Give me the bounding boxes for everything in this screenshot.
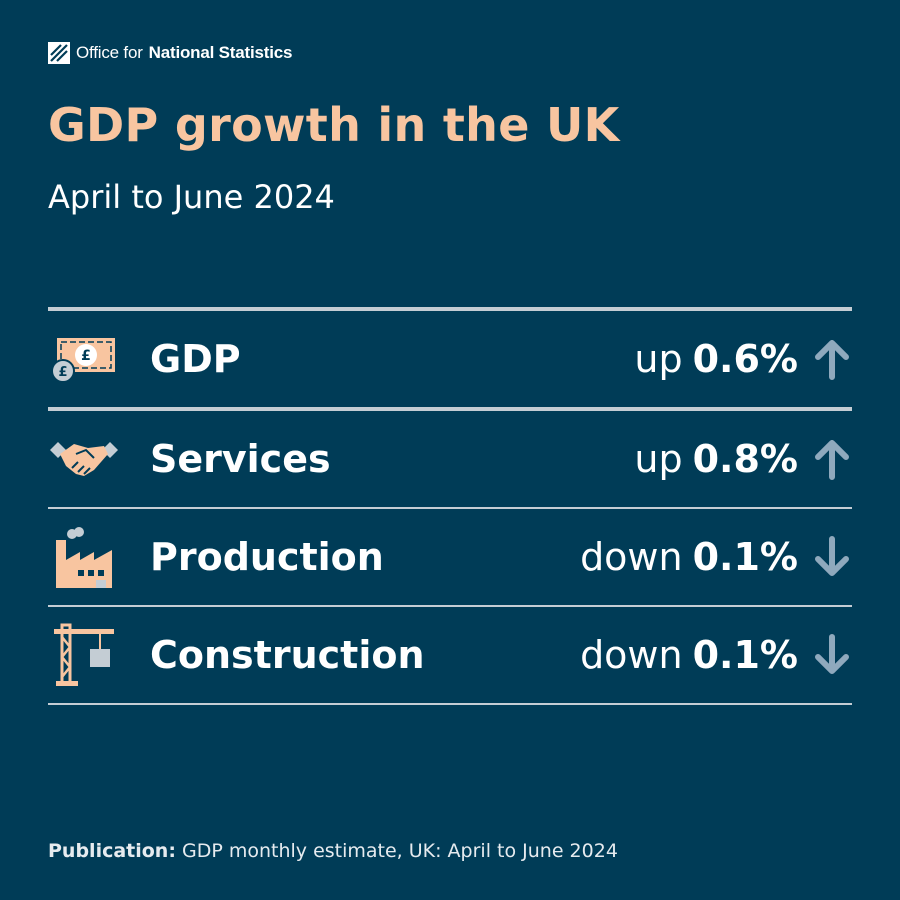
arrow-up-icon xyxy=(812,335,852,383)
table-row-production: Production down 0.1% xyxy=(48,509,852,607)
row-value: 0.6% xyxy=(692,337,798,381)
factory-icon xyxy=(48,521,120,593)
svg-text:£: £ xyxy=(58,365,67,380)
row-change: down 0.1% xyxy=(580,631,852,679)
money-icon: £ £ xyxy=(48,323,120,395)
row-value: 0.8% xyxy=(692,437,798,481)
row-label: Services xyxy=(150,437,331,481)
footer-text: GDP monthly estimate, UK: April to June … xyxy=(181,840,618,862)
logo-text-bold: National Statistics xyxy=(148,43,293,62)
row-label: Construction xyxy=(150,633,425,677)
logo-text-light: Office for xyxy=(76,43,143,62)
svg-text:£: £ xyxy=(81,348,91,364)
row-direction: down xyxy=(580,633,683,677)
footer-label: Publication: xyxy=(48,840,176,862)
table-row-construction: Construction down 0.1% xyxy=(48,607,852,705)
growth-table: £ £ GDP up 0.6% Services up xyxy=(48,307,852,705)
row-value: 0.1% xyxy=(692,633,798,677)
row-change: up 0.8% xyxy=(634,435,852,483)
arrow-up-icon xyxy=(812,435,852,483)
ons-logo: Office for National Statistics xyxy=(48,40,292,66)
crane-icon xyxy=(48,619,120,691)
row-direction: up xyxy=(634,337,683,381)
table-row-services: Services up 0.8% xyxy=(48,411,852,509)
row-change: up 0.6% xyxy=(634,335,852,383)
page-title: GDP growth in the UK xyxy=(48,98,620,152)
ons-logo-icon xyxy=(48,42,70,64)
row-label: GDP xyxy=(150,337,241,381)
page-subtitle: April to June 2024 xyxy=(48,178,335,216)
row-direction: up xyxy=(634,437,683,481)
row-direction: down xyxy=(580,535,683,579)
handshake-icon xyxy=(48,423,120,495)
table-row-gdp: £ £ GDP up 0.6% xyxy=(48,311,852,411)
row-change: down 0.1% xyxy=(580,533,852,581)
row-value: 0.1% xyxy=(692,535,798,579)
row-label: Production xyxy=(150,535,384,579)
publication-footer: Publication: GDP monthly estimate, UK: A… xyxy=(48,840,618,862)
arrow-down-icon xyxy=(812,533,852,581)
arrow-down-icon xyxy=(812,631,852,679)
